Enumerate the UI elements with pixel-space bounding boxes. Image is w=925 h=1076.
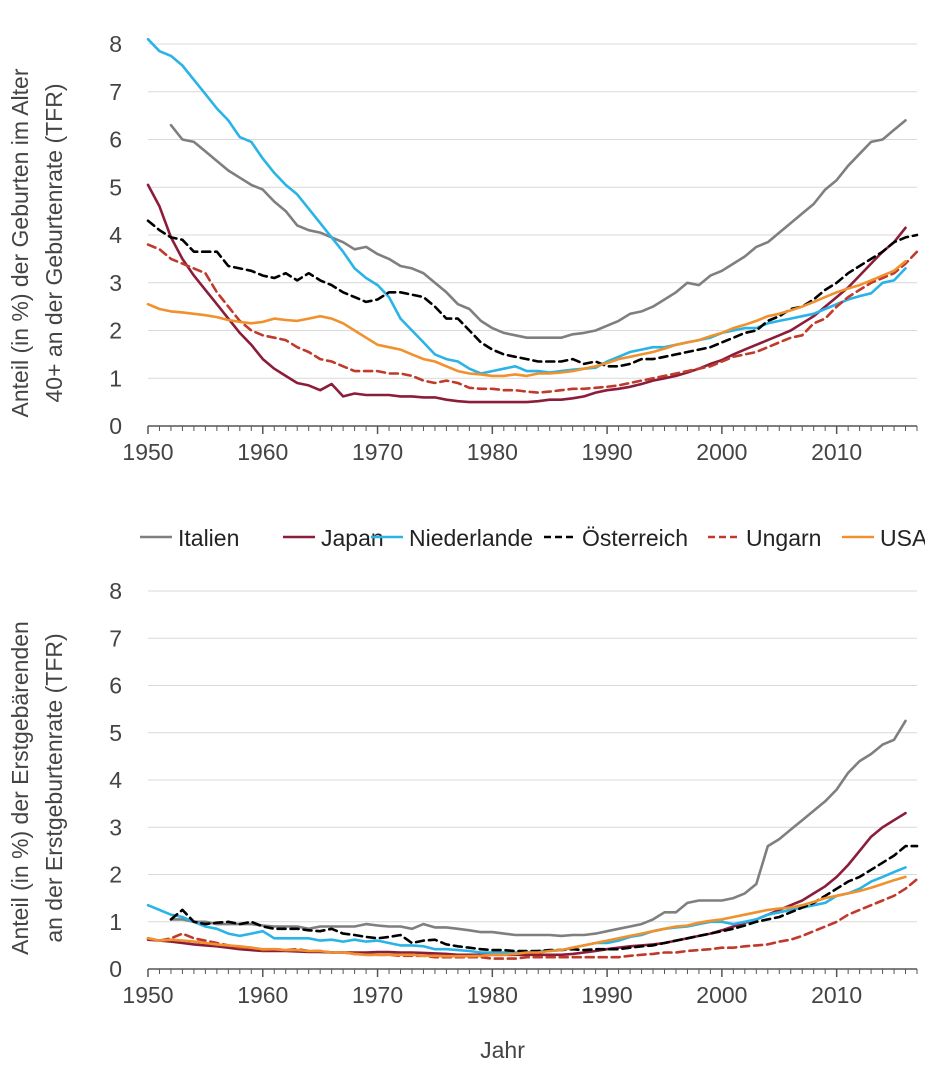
legend-label: Niederlande	[409, 525, 533, 551]
y-tick-label: 0	[109, 413, 122, 439]
x-tick-label: 1980	[467, 982, 518, 1008]
y-tick-label: 2	[109, 318, 122, 344]
series-line-österreich	[146, 219, 919, 368]
y-tick-label: 8	[109, 31, 122, 57]
x-tick-label: 2000	[696, 982, 747, 1008]
y-tick-label: 4	[109, 767, 122, 793]
y-tick-label: 5	[109, 720, 122, 746]
x-tick-label: 1950	[122, 982, 173, 1008]
x-tick-label: 2010	[811, 439, 862, 465]
series-line-italien	[169, 119, 907, 340]
y-tick-label: 1	[109, 909, 122, 935]
legend-label: USA	[880, 525, 925, 551]
chart-first-births: 0 1 2 3 4 5 6 7 8 1950 1960 1970 1980 1990 2000 2010 Ant…	[7, 578, 919, 1063]
y-tick-label: 0	[109, 956, 122, 982]
y-axis-title: 40+ an der Geburtenrate (TFR)	[41, 84, 67, 403]
x-tick-label: 2000	[696, 439, 747, 465]
legend-label: Italien	[178, 525, 239, 551]
x-tick-label: 1980	[467, 439, 518, 465]
y-tick-label: 7	[109, 79, 122, 105]
x-tick-label: 2010	[811, 982, 862, 1008]
legend-label: Ungarn	[746, 525, 821, 551]
y-tick-label: 6	[109, 127, 122, 153]
series-line-japan	[146, 183, 907, 404]
y-tick-label: 3	[109, 270, 122, 296]
x-tick-label: 1970	[352, 439, 403, 465]
y-axis-title: an der Erstgeburtenrate (TFR)	[41, 633, 67, 942]
y-tick-label: 6	[109, 673, 122, 699]
y-tick-label: 4	[109, 222, 122, 248]
x-tick-label: 1990	[582, 982, 633, 1008]
y-tick-label: 1	[109, 365, 122, 391]
x-tick-label: 1950	[122, 439, 173, 465]
y-tick-label: 7	[109, 625, 122, 651]
y-axis-title: Anteil (in %) der Geburten im Alter	[7, 68, 33, 417]
x-tick-label: 1960	[237, 982, 288, 1008]
series-line-ungarn	[146, 243, 919, 394]
legend-label: Österreich	[582, 525, 688, 551]
x-axis-title: Jahr	[480, 1037, 525, 1063]
y-tick-label: 8	[109, 578, 122, 604]
series-line-usa	[146, 259, 907, 378]
y-tick-label: 5	[109, 174, 122, 200]
y-tick-label: 3	[109, 814, 122, 840]
series-line-japan	[146, 811, 907, 957]
series-line-niederlande	[146, 37, 907, 375]
x-tick-label: 1990	[582, 439, 633, 465]
series-line-usa	[146, 875, 907, 958]
x-tick-label: 1960	[237, 439, 288, 465]
x-tick-label: 1970	[352, 982, 403, 1008]
legend: Italien Japan Niederlande Österreich Ungarn U…	[140, 525, 925, 551]
y-axis-title: Anteil (in %) der Erstgebärenden	[7, 621, 33, 955]
y-tick-label: 2	[109, 862, 122, 888]
series-line-italien	[169, 719, 907, 938]
series-line-ungarn	[146, 877, 919, 960]
chart-late-births: 0 1 2 3 4 5 6 7 8 1950 1960 1970 1980 1990 2000 2010 Ant…	[7, 31, 919, 465]
